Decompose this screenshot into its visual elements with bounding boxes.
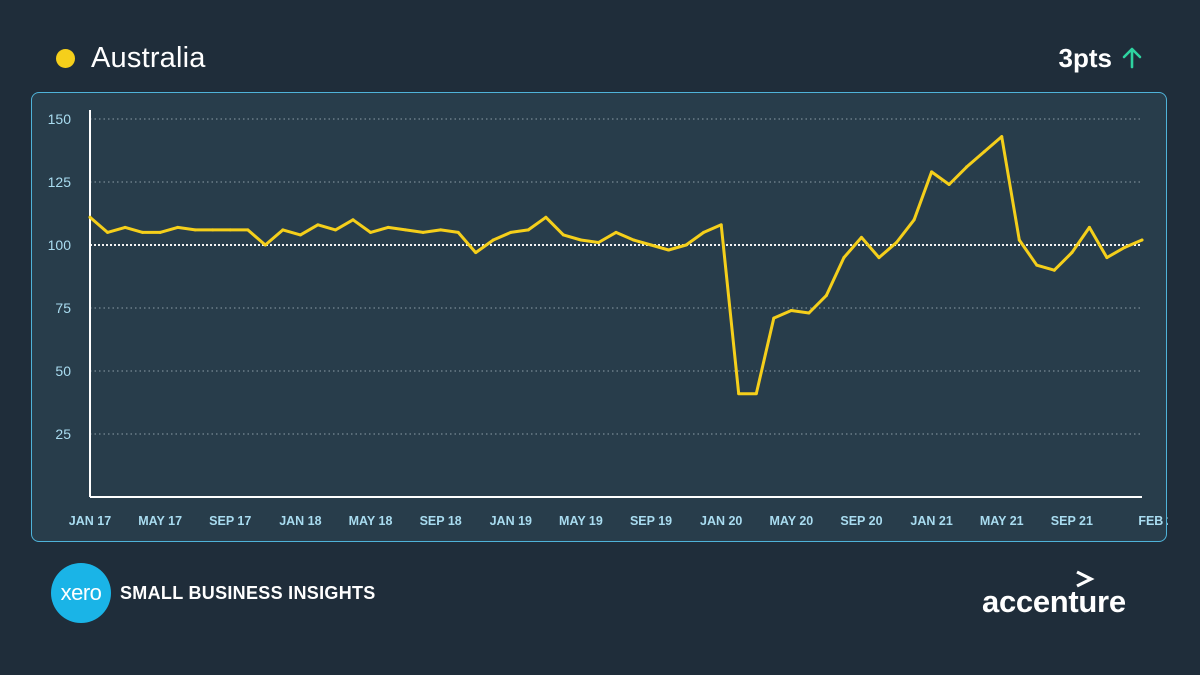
- data-point: [1070, 251, 1074, 255]
- data-point: [1052, 268, 1056, 272]
- series-line-australia: [88, 135, 1144, 396]
- data-point: [684, 243, 688, 247]
- accenture-chevron-icon: [1076, 570, 1095, 588]
- data-point: [930, 170, 934, 174]
- data-point: [719, 223, 723, 227]
- y-tick-label: 50: [55, 363, 71, 379]
- data-point: [456, 230, 460, 234]
- data-point: [1035, 263, 1039, 267]
- change-value: 3pts: [1058, 42, 1112, 73]
- data-point: [737, 392, 741, 396]
- accenture-logo: accenture: [982, 570, 1152, 620]
- data-point: [88, 215, 92, 219]
- data-point: [491, 238, 495, 242]
- y-tick-label: 75: [55, 300, 71, 316]
- data-point: [807, 311, 811, 315]
- x-tick-label: JAN 21: [910, 514, 952, 528]
- data-point: [702, 230, 706, 234]
- data-point: [193, 228, 197, 232]
- x-tick-label: SEP 19: [630, 514, 672, 528]
- data-point: [667, 248, 671, 252]
- data-point: [1087, 225, 1091, 229]
- data-point: [404, 228, 408, 232]
- xero-logo: xero: [51, 563, 111, 623]
- data-point: [947, 183, 951, 187]
- chart-panel: 25 50 75 100 125 150 JAN 17 MAY 17 SEP 17 JAN 18 M…: [31, 92, 1168, 542]
- xero-branding: xero SMALL BUSINESS INSIGHTS: [51, 563, 376, 623]
- data-point: [369, 230, 373, 234]
- data-point: [1000, 135, 1004, 139]
- legend: Australia: [56, 40, 206, 76]
- x-tick-label: SEP 17: [209, 514, 251, 528]
- legend-label: Australia: [91, 41, 206, 74]
- legend-marker: [56, 48, 75, 68]
- data-point: [789, 309, 793, 313]
- data-point: [649, 243, 653, 247]
- data-point: [106, 230, 110, 234]
- data-point: [141, 230, 145, 234]
- data-point: [895, 240, 899, 244]
- data-point: [772, 316, 776, 320]
- x-tick-label: FEB 22: [1138, 514, 1168, 528]
- x-tick-label: SEP 20: [840, 514, 882, 528]
- arrow-up-icon: [1122, 47, 1142, 69]
- data-point: [123, 225, 127, 229]
- data-point: [474, 251, 478, 255]
- insights-label: SMALL BUSINESS INSIGHTS: [120, 582, 376, 603]
- data-point: [211, 228, 215, 232]
- x-tick-label: JAN 18: [279, 514, 321, 528]
- xero-logo-text: xero: [60, 580, 102, 605]
- data-point: [386, 225, 390, 229]
- data-point: [579, 238, 583, 242]
- data-point: [754, 392, 758, 396]
- x-tick-label: MAY 18: [349, 514, 393, 528]
- data-point: [859, 235, 863, 239]
- data-point: [1017, 238, 1021, 242]
- data-point: [632, 238, 636, 242]
- y-tick-label: 25: [55, 426, 71, 442]
- data-point: [877, 256, 881, 260]
- data-point: [158, 230, 162, 234]
- data-point: [965, 165, 969, 169]
- data-point: [526, 228, 530, 232]
- data-point: [263, 243, 267, 247]
- data-point: [246, 228, 250, 232]
- data-point: [509, 230, 513, 234]
- data-point: [912, 218, 916, 222]
- data-point: [176, 225, 180, 229]
- data-point: [316, 223, 320, 227]
- data-point: [544, 215, 548, 219]
- data-point: [1122, 246, 1126, 250]
- data-point: [614, 230, 618, 234]
- x-tick-label: MAY 17: [138, 514, 182, 528]
- data-point: [281, 228, 285, 232]
- data-point: [439, 228, 443, 232]
- x-tick-label: JAN 20: [700, 514, 742, 528]
- data-point: [842, 256, 846, 260]
- x-tick-label: SEP 21: [1051, 514, 1093, 528]
- x-tick-label: SEP 18: [420, 514, 462, 528]
- x-tick-label: MAY 20: [769, 514, 813, 528]
- data-point: [596, 240, 600, 244]
- data-point: [982, 150, 986, 154]
- y-tick-label: 150: [48, 111, 72, 127]
- change-indicator: 3pts: [1059, 40, 1142, 76]
- data-point: [1140, 238, 1144, 242]
- accenture-label: accenture: [982, 584, 1126, 619]
- x-tick-label: MAY 19: [559, 514, 603, 528]
- line-chart: 25 50 75 100 125 150 JAN 17 MAY 17 SEP 17 JAN 18 M…: [48, 110, 1168, 528]
- x-tick-label: JAN 19: [490, 514, 532, 528]
- data-point: [421, 230, 425, 234]
- data-point: [824, 293, 828, 297]
- y-tick-label: 100: [48, 237, 72, 253]
- data-point: [228, 228, 232, 232]
- data-point: [351, 218, 355, 222]
- x-tick-label: JAN 17: [69, 514, 111, 528]
- x-tick-label: MAY 21: [980, 514, 1024, 528]
- data-point: [333, 228, 337, 232]
- data-point: [298, 233, 302, 237]
- y-tick-label: 125: [48, 174, 72, 190]
- data-point: [561, 233, 565, 237]
- data-point: [1105, 256, 1109, 260]
